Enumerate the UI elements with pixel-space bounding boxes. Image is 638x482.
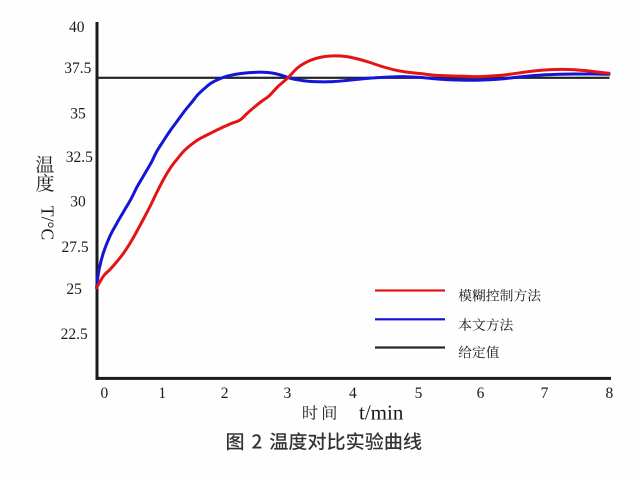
svg-text:4: 4 xyxy=(349,385,357,402)
svg-text:T/°C: T/°C xyxy=(38,206,58,240)
svg-text:8: 8 xyxy=(606,385,614,402)
svg-text:40: 40 xyxy=(69,19,85,36)
svg-text:2: 2 xyxy=(221,385,229,402)
svg-text:0: 0 xyxy=(101,385,109,402)
svg-text:22.5: 22.5 xyxy=(61,326,88,343)
svg-text:37.5: 37.5 xyxy=(64,60,91,77)
svg-text:3: 3 xyxy=(284,385,292,402)
svg-text:30: 30 xyxy=(70,194,86,211)
svg-text:27.5: 27.5 xyxy=(61,239,88,256)
svg-text:35: 35 xyxy=(70,105,86,122)
svg-text:6: 6 xyxy=(477,385,485,402)
svg-text:t/min: t/min xyxy=(359,401,404,425)
svg-text:25: 25 xyxy=(66,281,82,298)
svg-text:5: 5 xyxy=(415,385,423,402)
svg-text:1: 1 xyxy=(158,385,166,402)
svg-text:32.5: 32.5 xyxy=(66,149,93,166)
svg-text:7: 7 xyxy=(541,385,549,402)
